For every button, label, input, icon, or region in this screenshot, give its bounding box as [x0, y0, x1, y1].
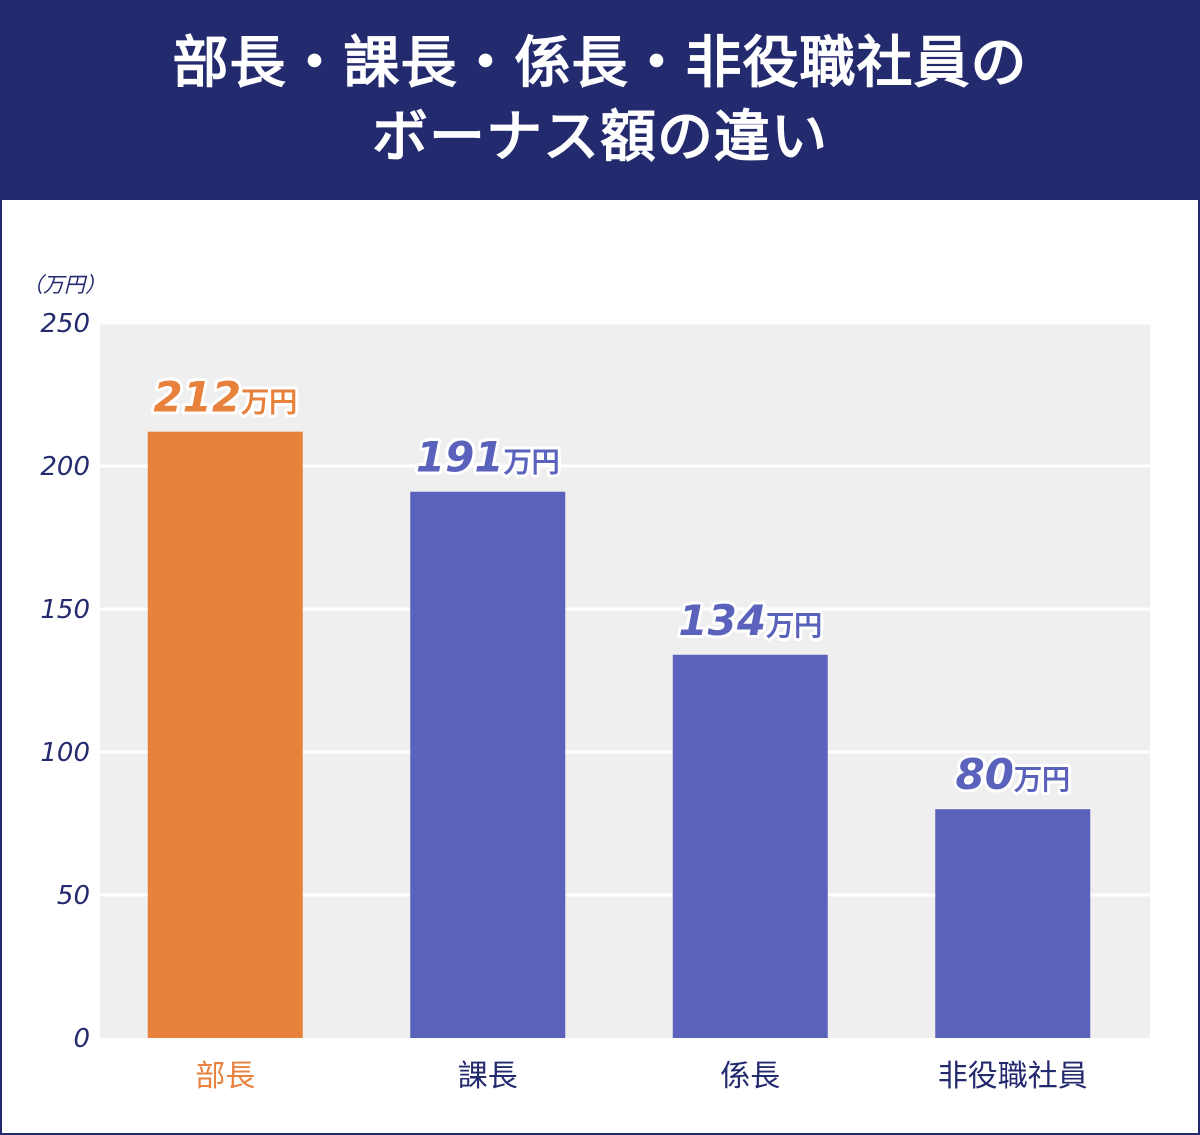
- bar-value-label: 80万円: [956, 750, 1070, 799]
- x-tick-label: 部長: [195, 1059, 255, 1094]
- bar-value-label: 212万円: [153, 373, 297, 422]
- bar-2: [410, 491, 566, 1038]
- bar-value-unit: 万円: [504, 446, 560, 479]
- y-tick-label: 150: [40, 595, 90, 625]
- bar-value-number: 191: [416, 433, 504, 482]
- x-tick-label: 課長: [458, 1059, 518, 1094]
- bar-value-unit: 万円: [241, 386, 297, 419]
- y-axis-unit-label: （万円）: [22, 273, 106, 297]
- bar-value-number: 134: [678, 596, 766, 645]
- y-tick-label: 0: [73, 1024, 90, 1054]
- bar-3: [672, 654, 828, 1038]
- x-tick-label: 非役職社員: [938, 1059, 1088, 1094]
- x-tick-label: 係長: [720, 1059, 780, 1094]
- bar-4: [935, 809, 1091, 1038]
- bar-value-unit: 万円: [1014, 763, 1070, 796]
- bar-value-label: 191万円: [416, 433, 560, 482]
- y-tick-label: 50: [57, 881, 90, 911]
- bar-value-unit: 万円: [766, 609, 822, 642]
- bar-value-number: 212: [153, 373, 241, 422]
- bar-value-label: 134万円: [678, 596, 822, 645]
- y-tick-label: 100: [40, 738, 90, 768]
- y-tick-label: 200: [40, 452, 90, 482]
- chart-title-line-2: ボーナス額の違い: [372, 105, 828, 170]
- y-tick-label: 250: [40, 309, 90, 339]
- title-banner: 部長・課長・係長・非役職社員の ボーナス額の違い: [2, 2, 1198, 200]
- chart-title-line-1: 部長・課長・係長・非役職社員の: [172, 31, 1028, 96]
- bar-1: [147, 431, 303, 1038]
- bar-value-number: 80: [956, 750, 1014, 799]
